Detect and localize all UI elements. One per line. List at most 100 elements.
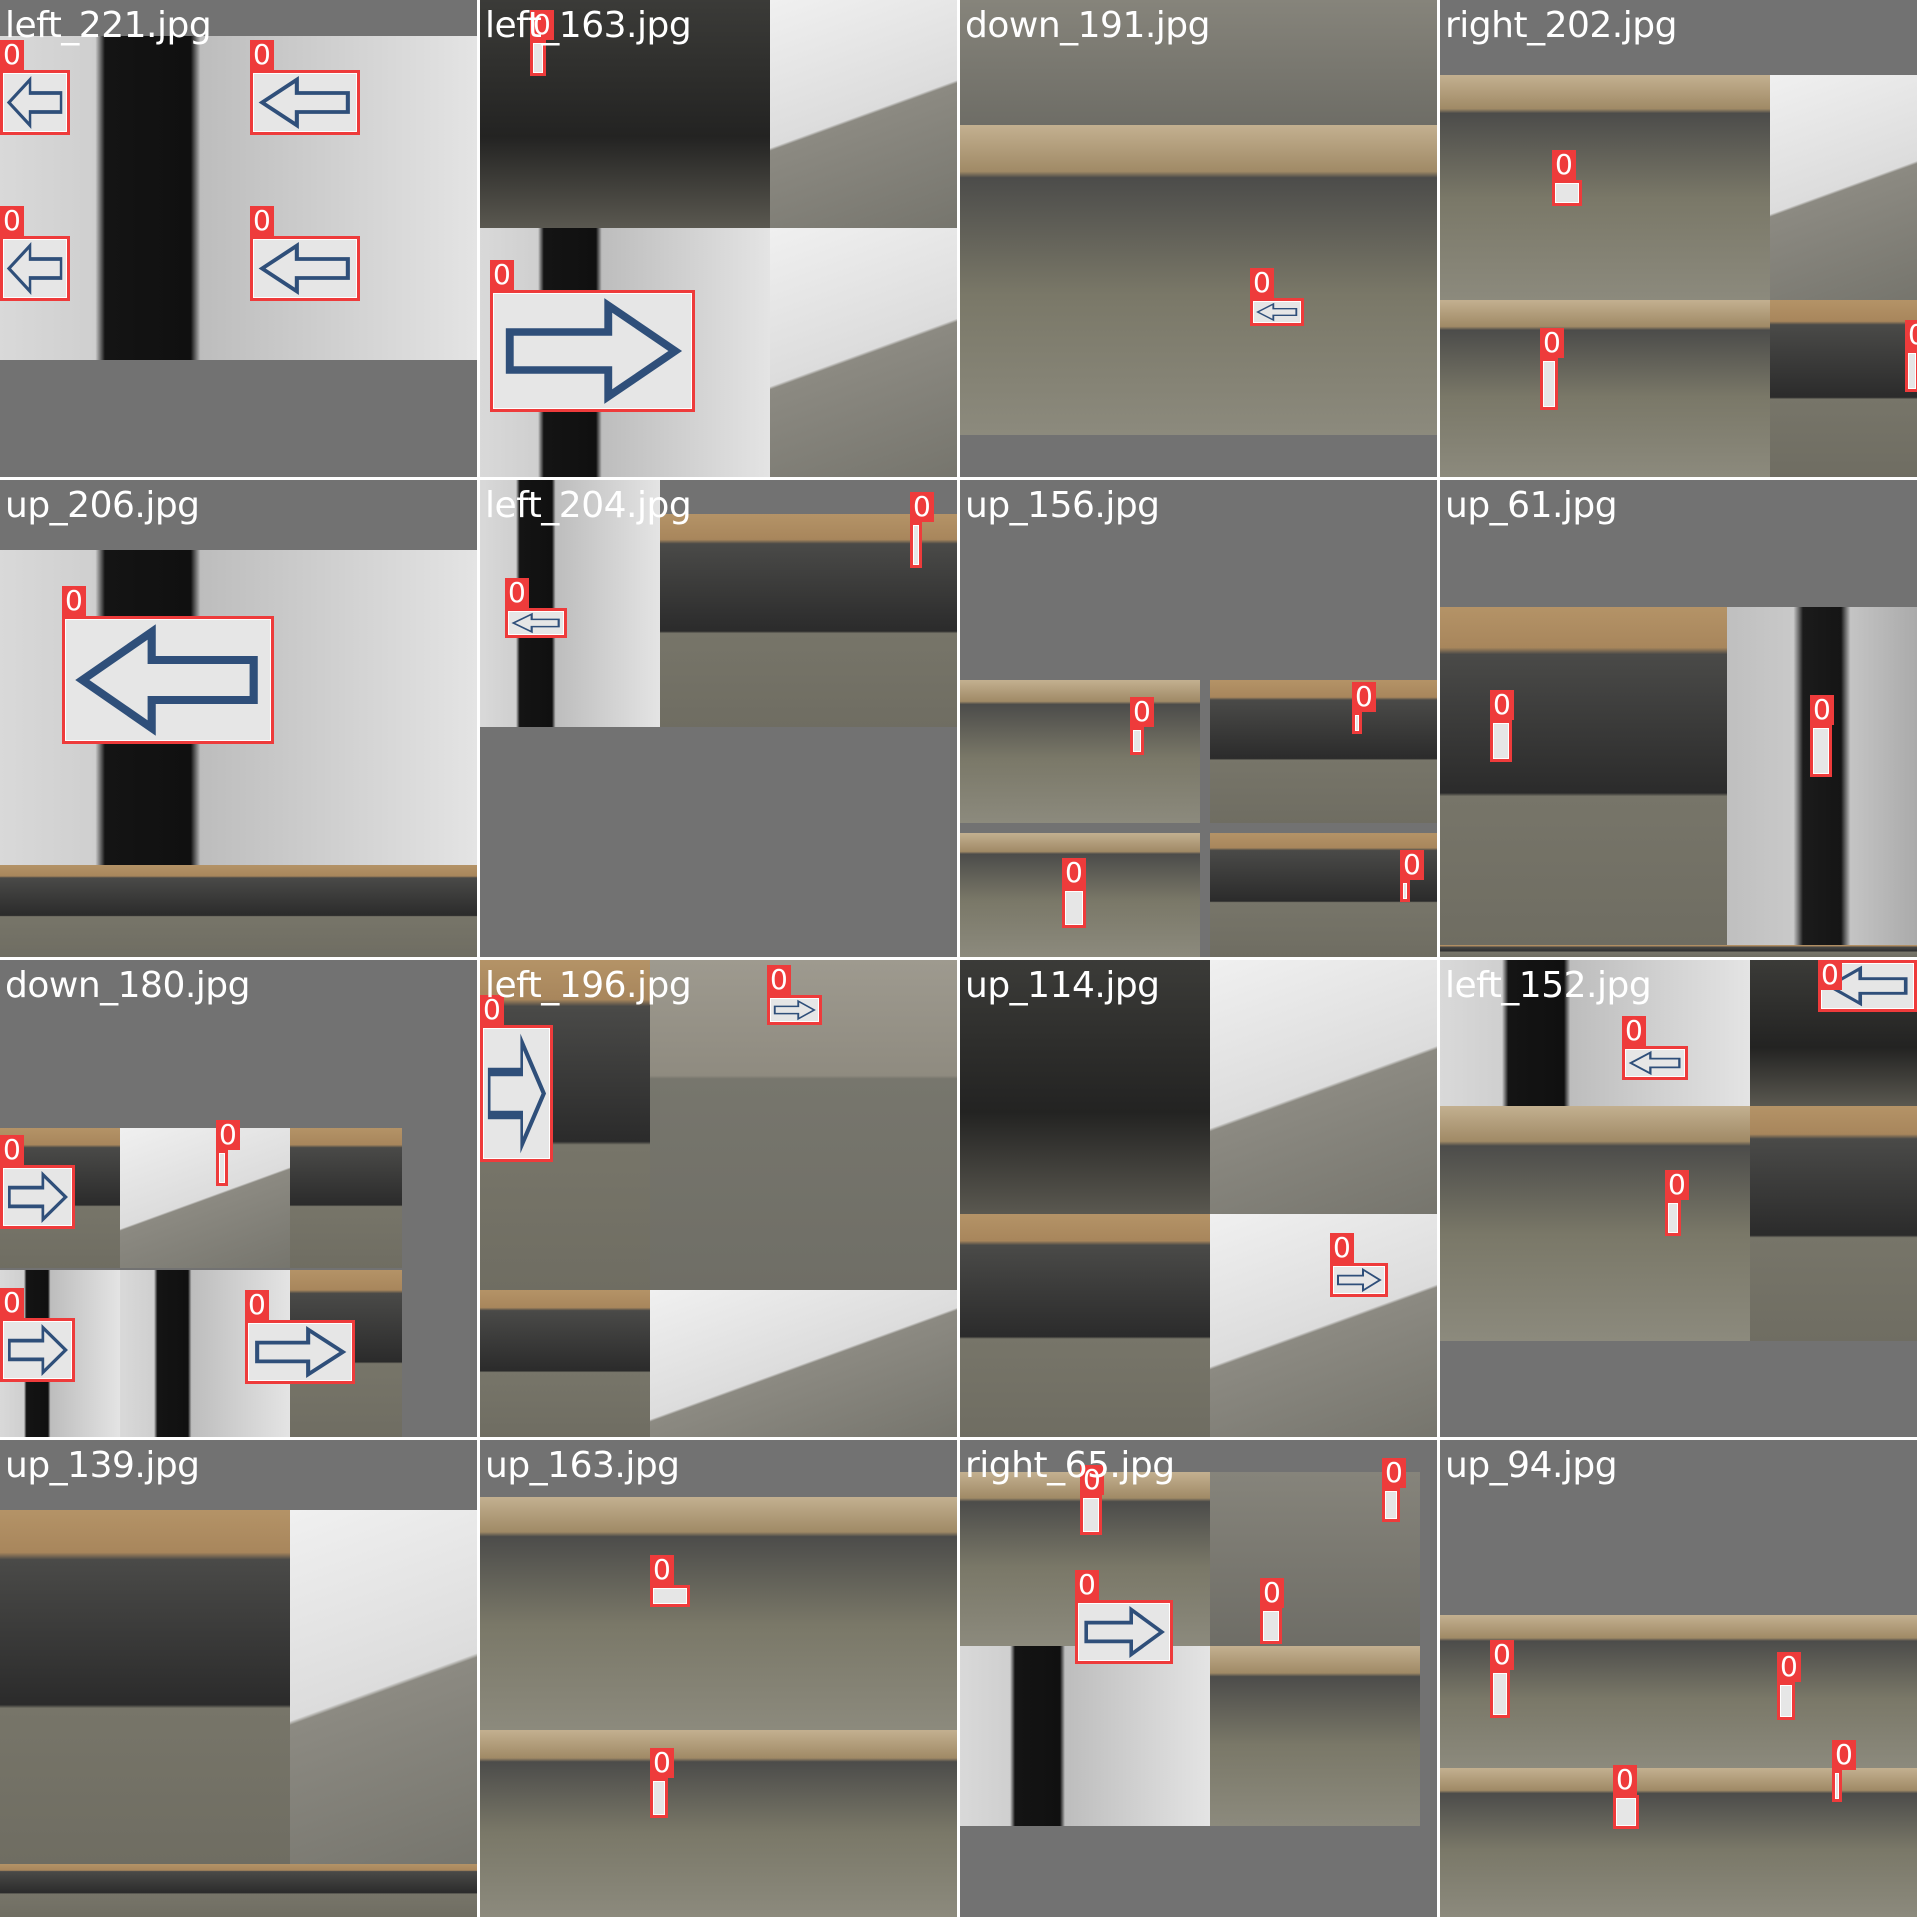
- arrow-right-icon: [773, 999, 816, 1021]
- image-crop: [650, 1290, 957, 1437]
- mosaic-tile: 0 0 0 0 right_65.jpg: [960, 1440, 1437, 1917]
- class-label-badge: 0: [216, 1120, 240, 1150]
- image-crop: [1440, 960, 1750, 1106]
- image-crop: [0, 36, 477, 360]
- detection-box: [1777, 1682, 1795, 1720]
- image-crop: [960, 680, 1200, 823]
- detection-box: [650, 1778, 668, 1818]
- class-label-badge: 0: [650, 1555, 674, 1585]
- detection-box: [490, 290, 695, 412]
- arrow-outline: [1628, 1050, 1681, 1076]
- detection-box: [1080, 1495, 1102, 1535]
- arrow-sign-left: [2, 72, 68, 133]
- tile-filename: up_206.jpg: [5, 485, 200, 526]
- mosaic-tile: 0 0 0 0 up_156.jpg: [960, 480, 1437, 957]
- detection-box: [1490, 1670, 1510, 1718]
- class-label-badge: 0: [1382, 1458, 1406, 1488]
- class-label-badge: 0: [1905, 320, 1917, 350]
- class-label-badge: 0: [0, 1288, 24, 1318]
- mosaic-tile: 0 0 0 left_152.jpg: [1440, 960, 1917, 1437]
- image-crop: [1440, 1768, 1917, 1917]
- detection-box: [480, 1025, 553, 1162]
- image-crop: [1440, 945, 1917, 957]
- image-crop: [0, 865, 477, 957]
- mosaic-tile: 0 0 up_61.jpg: [1440, 480, 1917, 957]
- mosaic-tile: 0 0 0 0 up_94.jpg: [1440, 1440, 1917, 1917]
- arrow-sign-right: [769, 997, 820, 1023]
- arrow-sign-right: [492, 292, 693, 410]
- arrow-sign-right: [1077, 1602, 1171, 1662]
- arrow-right-icon: [255, 1325, 347, 1379]
- class-label-badge: 0: [250, 206, 274, 236]
- tile-filename: down_191.jpg: [965, 5, 1211, 46]
- image-crop: [770, 228, 957, 477]
- image-crop: [960, 960, 1210, 1214]
- detection-box: [62, 616, 274, 744]
- mosaic-tile: 0 0 left_204.jpg: [480, 480, 957, 957]
- detection-box: [1330, 1263, 1388, 1297]
- arrow-outline: [258, 242, 350, 295]
- arrow-left-icon: [1256, 302, 1298, 322]
- mosaic-tile: 0 down_191.jpg: [960, 0, 1437, 477]
- arrow-left-icon: [6, 76, 63, 129]
- arrow-right-icon: [8, 1170, 68, 1224]
- detection-box: [1075, 1600, 1173, 1664]
- detection-box: [0, 1165, 75, 1229]
- detection-box: [1622, 1046, 1688, 1080]
- image-crop: [1210, 960, 1437, 1214]
- class-label-badge: 0: [62, 586, 86, 616]
- class-label-badge: 0: [1552, 150, 1576, 180]
- image-crop: [120, 1128, 290, 1268]
- detection-box: [1130, 727, 1144, 755]
- image-crop: [0, 1510, 290, 1864]
- arrow-outline: [75, 624, 258, 736]
- detection-box: [216, 1150, 228, 1186]
- detection-box: [245, 1320, 355, 1384]
- image-crop: [1210, 680, 1437, 823]
- tile-filename: up_61.jpg: [1445, 485, 1618, 526]
- arrow-sign-right: [247, 1322, 353, 1382]
- tile-filename: left_163.jpg: [485, 5, 692, 46]
- arrow-right-icon: [505, 298, 683, 404]
- mosaic-tile: 0 up_114.jpg: [960, 960, 1437, 1437]
- mosaic-tile: 0 0 left_163.jpg: [480, 0, 957, 477]
- class-label-badge: 0: [1075, 1570, 1099, 1600]
- detection-box: [1260, 1608, 1282, 1644]
- arrow-outline: [1826, 965, 1908, 1007]
- arrow-left-icon: [258, 76, 350, 129]
- class-label-badge: 0: [1330, 1233, 1354, 1263]
- image-crop: [960, 1214, 1210, 1437]
- tile-filename: left_152.jpg: [1445, 965, 1652, 1006]
- arrow-outline: [6, 242, 63, 295]
- mosaic-tile: 0 0 left_196.jpg: [480, 960, 957, 1437]
- arrow-outline: [505, 298, 683, 404]
- class-label-badge: 0: [1777, 1652, 1801, 1682]
- image-crop: [480, 1290, 650, 1437]
- image-crop: [1750, 1106, 1917, 1341]
- class-label-badge: 0: [1490, 690, 1514, 720]
- detection-box: [1352, 712, 1362, 734]
- detection-box: [530, 40, 546, 76]
- arrow-right-icon: [487, 1033, 547, 1154]
- mosaic-tile: 0 0 0 0 left_221.jpg: [0, 0, 477, 477]
- class-label-badge: 0: [1832, 1740, 1856, 1770]
- class-label-badge: 0: [1810, 695, 1834, 725]
- arrow-outline: [258, 76, 350, 129]
- detection-box: [1540, 358, 1558, 410]
- detection-box: [0, 1318, 75, 1382]
- mosaic-tile: up_139.jpg: [0, 1440, 477, 1917]
- detection-box: [1552, 180, 1582, 206]
- arrow-left-icon: [511, 612, 560, 634]
- image-crop: [1770, 300, 1917, 477]
- detection-box: [1062, 888, 1086, 928]
- class-label-badge: 0: [910, 492, 934, 522]
- tile-filename: up_94.jpg: [1445, 1445, 1618, 1486]
- arrow-outline: [1256, 302, 1298, 322]
- image-crop: [1440, 1106, 1750, 1341]
- detection-box: [250, 236, 360, 301]
- arrow-left-icon: [1628, 1050, 1681, 1076]
- detection-box: [1665, 1200, 1681, 1236]
- tile-filename: up_156.jpg: [965, 485, 1160, 526]
- class-label-badge: 0: [1260, 1578, 1284, 1608]
